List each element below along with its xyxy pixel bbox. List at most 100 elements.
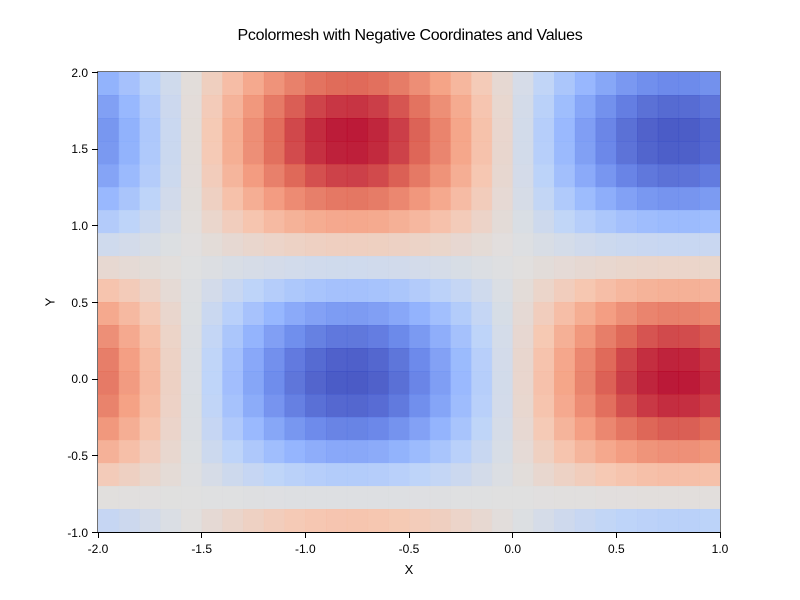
mesh-cell (429, 187, 452, 211)
mesh-cell (429, 256, 452, 280)
x-tick-mark (201, 532, 203, 538)
mesh-cell (201, 164, 223, 188)
mesh-cell (118, 509, 141, 532)
mesh-cell (367, 164, 389, 188)
mesh-cell (222, 348, 244, 372)
mesh-cell (222, 371, 244, 395)
mesh-cell (222, 486, 244, 510)
mesh-cell (512, 348, 534, 372)
mesh-cell (180, 141, 203, 165)
y-tick-label: 0.0 (71, 372, 88, 387)
mesh-cell (305, 417, 327, 441)
mesh-cell (139, 394, 161, 418)
mesh-cell (678, 164, 700, 188)
mesh-cell (637, 417, 659, 441)
mesh-cell (222, 141, 244, 165)
mesh-cell (98, 164, 120, 188)
mesh-cell (98, 256, 120, 280)
mesh-cell (554, 210, 576, 234)
mesh-cell (595, 325, 617, 349)
mesh-cell (284, 302, 306, 326)
mesh-cell (326, 394, 348, 418)
mesh-cell (616, 394, 638, 418)
mesh-cell (201, 279, 223, 303)
mesh-cell (699, 256, 720, 280)
mesh-cell (284, 141, 306, 165)
mesh-cell (160, 417, 182, 441)
mesh-cell (139, 233, 161, 257)
mesh-cell (346, 325, 369, 349)
mesh-cell (512, 394, 534, 418)
mesh-cell (699, 210, 720, 234)
mesh-cell (533, 210, 555, 234)
mesh-cell (326, 509, 348, 532)
mesh-cell (139, 95, 161, 119)
mesh-cell (346, 417, 369, 441)
mesh-cell (491, 302, 514, 326)
mesh-cell (263, 486, 286, 510)
mesh-cell (429, 509, 452, 532)
mesh-cell (616, 233, 638, 257)
mesh-cell (429, 417, 452, 441)
mesh-cell (450, 187, 472, 211)
mesh-cell (243, 233, 265, 257)
mesh-cell (243, 256, 265, 280)
mesh-cell (388, 509, 410, 532)
mesh-cell (118, 187, 141, 211)
mesh-cell (616, 325, 638, 349)
mesh-cell (699, 118, 720, 142)
mesh-cell (284, 440, 306, 464)
mesh-cell (471, 256, 493, 280)
mesh-cell (326, 371, 348, 395)
mesh-cell (346, 95, 369, 119)
mesh-cell (263, 463, 286, 487)
mesh-cell (657, 72, 680, 96)
mesh-cell (512, 164, 534, 188)
mesh-cell (491, 348, 514, 372)
x-tick-label: 1.0 (711, 542, 729, 556)
mesh-cell (491, 164, 514, 188)
mesh-cell (699, 279, 720, 303)
mesh-cell (201, 233, 223, 257)
mesh-cell (678, 417, 700, 441)
mesh-cell (678, 394, 700, 418)
mesh-cell (471, 164, 493, 188)
mesh-cell (699, 348, 720, 372)
mesh-cell (243, 302, 265, 326)
mesh-cell (326, 463, 348, 487)
mesh-cell (98, 440, 120, 464)
mesh-cell (388, 141, 410, 165)
mesh-cell (160, 118, 182, 142)
mesh-cell (160, 95, 182, 119)
mesh-cell (118, 325, 141, 349)
mesh-cell (305, 187, 327, 211)
mesh-cell (180, 509, 203, 532)
mesh-cell (263, 348, 286, 372)
mesh-cell (471, 141, 493, 165)
mesh-cell (160, 325, 182, 349)
pcolormesh-grid (98, 72, 720, 532)
mesh-cell (346, 509, 369, 532)
mesh-cell (201, 187, 223, 211)
mesh-cell (616, 279, 638, 303)
mesh-cell (180, 486, 203, 510)
y-tick-mark (92, 148, 98, 150)
mesh-cell (429, 463, 452, 487)
mesh-cell (160, 463, 182, 487)
mesh-cell (491, 417, 514, 441)
mesh-cell (326, 256, 348, 280)
mesh-cell (284, 279, 306, 303)
mesh-cell (243, 509, 265, 532)
mesh-cell (346, 463, 369, 487)
mesh-cell (533, 394, 555, 418)
mesh-cell (326, 118, 348, 142)
mesh-cell (346, 486, 369, 510)
mesh-cell (637, 486, 659, 510)
mesh-cell (512, 325, 534, 349)
mesh-cell (533, 463, 555, 487)
mesh-cell (471, 348, 493, 372)
mesh-cell (699, 417, 720, 441)
mesh-cell (678, 463, 700, 487)
mesh-cell (409, 118, 431, 142)
mesh-cell (429, 394, 452, 418)
